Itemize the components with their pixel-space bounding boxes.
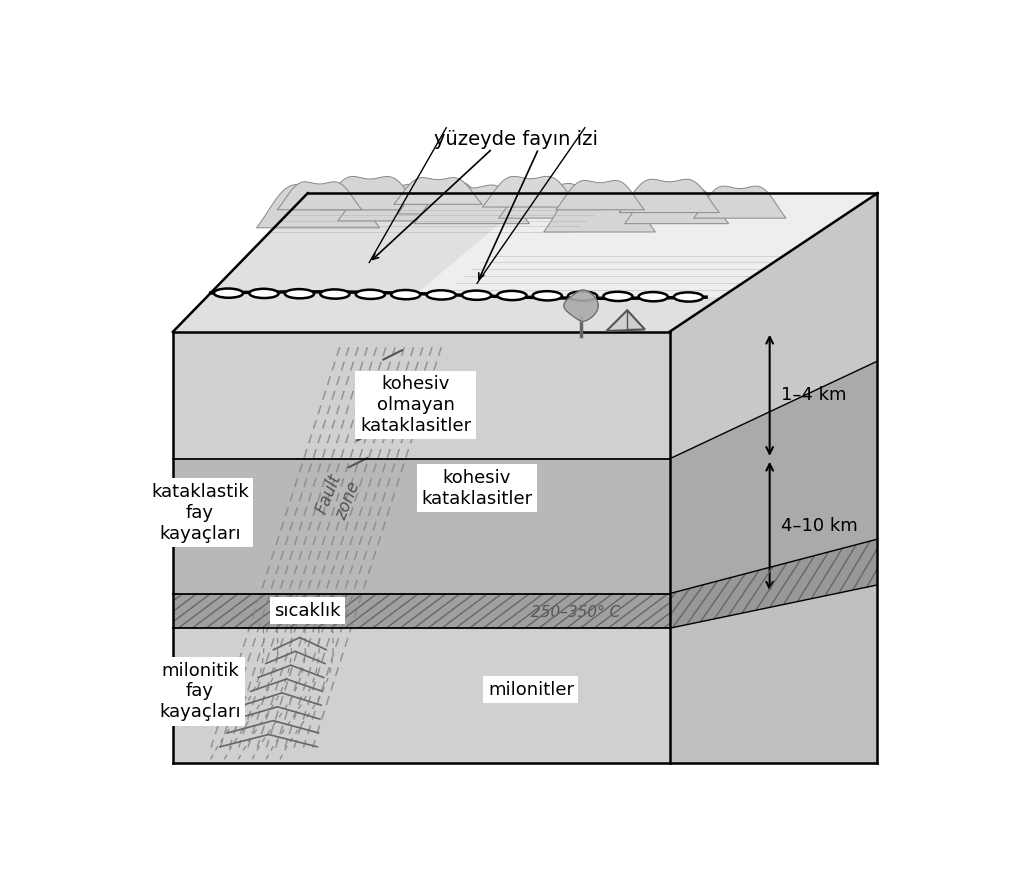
- Text: yüzeyde fayın izi: yüzeyde fayın izi: [433, 130, 598, 149]
- Polygon shape: [397, 182, 490, 214]
- Polygon shape: [319, 176, 420, 210]
- Polygon shape: [413, 194, 878, 297]
- Ellipse shape: [462, 290, 492, 300]
- Ellipse shape: [639, 292, 668, 302]
- Polygon shape: [278, 182, 361, 210]
- Ellipse shape: [391, 290, 421, 299]
- Ellipse shape: [249, 289, 279, 298]
- Text: kohesiv
kataklasitler: kohesiv kataklasitler: [422, 469, 532, 508]
- Text: kataklastik
fay
kayaçları: kataklastik fay kayaçları: [151, 483, 249, 542]
- Polygon shape: [173, 594, 670, 628]
- Polygon shape: [606, 310, 645, 331]
- Polygon shape: [620, 180, 719, 213]
- Polygon shape: [670, 194, 878, 459]
- Polygon shape: [556, 181, 644, 210]
- Ellipse shape: [427, 290, 456, 300]
- Polygon shape: [625, 187, 729, 224]
- Polygon shape: [173, 194, 878, 331]
- Polygon shape: [564, 290, 598, 321]
- Ellipse shape: [214, 289, 243, 297]
- Polygon shape: [670, 585, 878, 763]
- Text: 4–10 km: 4–10 km: [781, 517, 858, 535]
- Text: milonitler: milonitler: [488, 681, 574, 698]
- Polygon shape: [173, 459, 670, 594]
- Text: milonitik
fay
kayaçları: milonitik fay kayaçları: [159, 662, 241, 721]
- Polygon shape: [173, 331, 670, 459]
- Text: kohesiv
olmayan
kataklasitler: kohesiv olmayan kataklasitler: [359, 375, 471, 435]
- Ellipse shape: [568, 291, 597, 301]
- Text: 250–350° C: 250–350° C: [531, 605, 621, 620]
- Polygon shape: [693, 186, 786, 218]
- Polygon shape: [670, 361, 878, 594]
- Polygon shape: [256, 185, 380, 228]
- Text: Fault
zone: Fault zone: [312, 471, 365, 524]
- Ellipse shape: [321, 290, 349, 298]
- Ellipse shape: [603, 292, 633, 301]
- Polygon shape: [670, 539, 878, 628]
- Text: 1–4 km: 1–4 km: [781, 386, 847, 405]
- Ellipse shape: [498, 291, 526, 300]
- Polygon shape: [338, 184, 445, 221]
- Polygon shape: [173, 628, 670, 763]
- Ellipse shape: [355, 290, 385, 299]
- Polygon shape: [544, 191, 655, 232]
- Polygon shape: [482, 176, 579, 207]
- Ellipse shape: [285, 290, 314, 298]
- Polygon shape: [393, 178, 482, 204]
- Ellipse shape: [674, 292, 703, 302]
- Text: sıcaklık: sıcaklık: [274, 602, 341, 619]
- Polygon shape: [499, 183, 602, 218]
- Ellipse shape: [532, 291, 562, 301]
- Polygon shape: [414, 185, 529, 224]
